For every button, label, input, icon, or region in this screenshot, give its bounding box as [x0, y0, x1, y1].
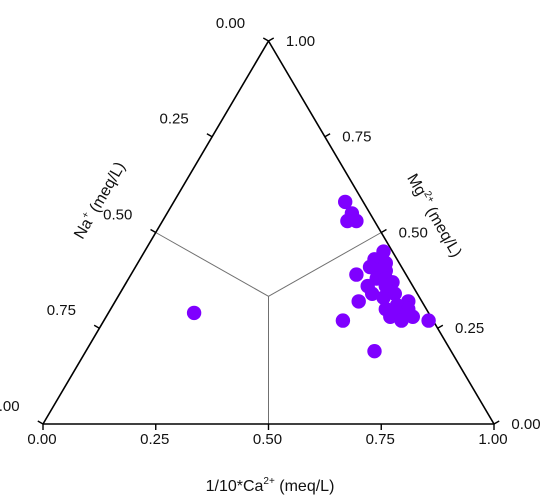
left-axis-tick — [262, 37, 269, 42]
tick-labels: 0.00 0.25 0.50 0.75 1.000.000.250.500.751.00… — [0, 15, 541, 448]
right-axis-tick-label: 1.00 — [286, 33, 315, 50]
data-point — [351, 294, 366, 309]
left-axis-tick-label: 0.25 — [160, 111, 189, 128]
data-point — [349, 267, 364, 282]
right-axis-tick — [437, 324, 444, 329]
left-axis-tick — [206, 133, 213, 138]
data-point — [367, 344, 382, 359]
bottom-axis-title: 1/10*Ca2+ (meq/L) — [206, 476, 335, 495]
data-point — [335, 313, 351, 328]
data-point — [365, 286, 380, 301]
right-axis-tick — [493, 420, 500, 425]
data-point — [349, 213, 364, 229]
left-axis-title: Na+ (meq/L) — [70, 158, 129, 242]
right-axis-tick — [268, 37, 275, 42]
bottom-axis-tick-label: 1.00 — [478, 431, 507, 448]
data-point — [387, 286, 402, 301]
data-point — [338, 194, 353, 210]
data-point — [186, 305, 202, 321]
left-axis-tick-label: 1.00 — [0, 398, 20, 415]
data-point — [376, 290, 391, 305]
left-axis-tick-label: 0.75 — [47, 302, 76, 319]
left-axis-tick — [150, 228, 157, 234]
right-axis-tick-label: 0.50 — [399, 224, 428, 241]
bottom-axis-tick-label: 0.00 — [27, 431, 56, 448]
bottom-axis-tick-label: 0.50 — [253, 431, 282, 448]
tick-marks — [37, 37, 500, 430]
left-axis-tick — [37, 420, 44, 425]
right-axis-tick — [324, 133, 331, 138]
left-axis-tick — [93, 324, 100, 329]
left-axis-tick-label: 0.50 — [103, 206, 132, 223]
bottom-axis-tick-label: 0.25 — [140, 431, 169, 448]
right-axis-tick-label: 0.75 — [342, 129, 371, 146]
region-divider-lines — [155, 232, 382, 424]
divider-line-left — [155, 232, 269, 297]
data-point — [394, 313, 409, 328]
right-axis-tick-label: 0.00 — [511, 416, 540, 433]
right-axis-tick-label: 0.25 — [455, 320, 484, 337]
left-axis-tick-label: 0.00 — [216, 15, 245, 32]
right-axis-title: Mg2+ (meq/L) — [403, 170, 466, 260]
data-point — [421, 313, 436, 328]
divider-line-right — [268, 232, 382, 297]
data-point — [383, 309, 398, 324]
bottom-axis-tick-label: 0.75 — [366, 431, 395, 448]
right-axis-tick — [380, 228, 387, 234]
data-points — [186, 194, 436, 359]
